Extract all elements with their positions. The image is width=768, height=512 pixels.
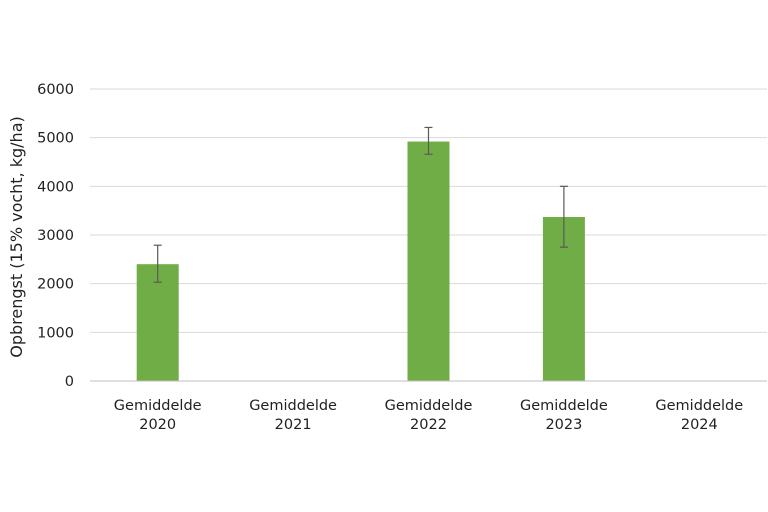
y-tick-label: 0	[65, 374, 74, 390]
x-tick-labels: Gemiddelde 2020 Gemiddelde 2021 Gemiddelde 20…	[114, 398, 743, 433]
x-tick-label: Gemiddelde	[249, 398, 337, 414]
bars	[136, 141, 585, 381]
y-tick-label: 4000	[37, 179, 74, 195]
y-tick-labels: 0 1000 2000 3000 4000 5000 6000	[37, 82, 74, 390]
x-tick-label: Gemiddelde	[520, 398, 608, 414]
error-bars	[153, 126, 568, 283]
x-tick-label: 2020	[139, 417, 176, 433]
y-tick-label: 2000	[37, 277, 74, 293]
y-tick-label: 6000	[37, 82, 74, 98]
x-tick-label: 2021	[275, 417, 312, 433]
y-axis-label: Opbrengst (15% vocht, kg/ha)	[7, 116, 26, 358]
y-tick-label: 5000	[37, 131, 74, 147]
x-tick-label: 2023	[545, 417, 582, 433]
y-tick-label: 1000	[37, 325, 74, 341]
y-tick-label: 3000	[37, 228, 74, 244]
x-tick-label: Gemiddelde	[385, 398, 473, 414]
x-tick-label: 2024	[681, 417, 718, 433]
x-tick-label: 2022	[410, 417, 447, 433]
x-tick-label: Gemiddelde	[114, 398, 202, 414]
x-tick-label: Gemiddelde	[655, 398, 743, 414]
bar	[407, 141, 450, 381]
bar	[136, 264, 179, 381]
